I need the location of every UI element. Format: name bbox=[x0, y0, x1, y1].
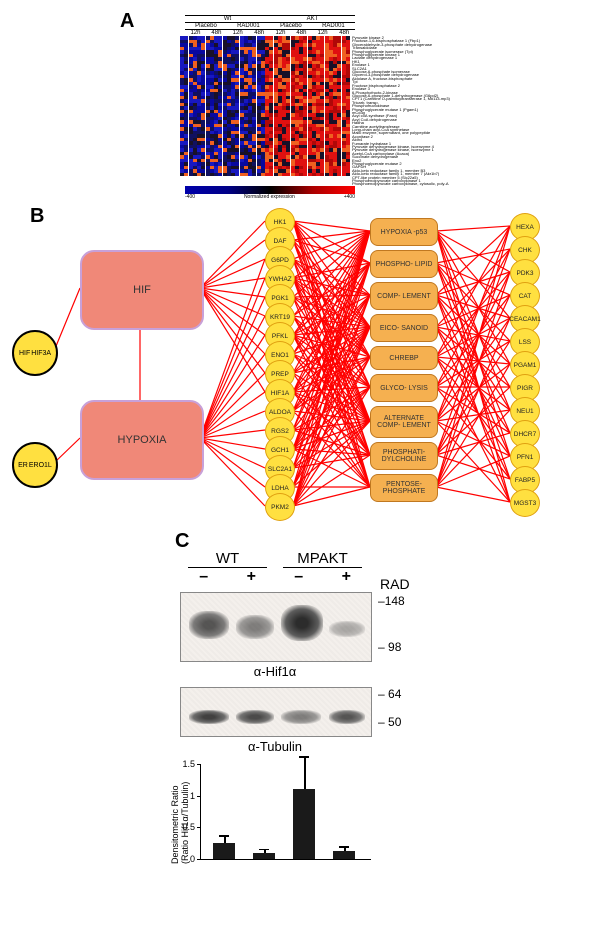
bar-3 bbox=[333, 851, 355, 859]
heatmap-right bbox=[265, 36, 350, 176]
process-pentose-phosphate: PENTOSE- PHOSPHATE bbox=[370, 474, 438, 502]
mw-50: – 50 bbox=[378, 715, 401, 729]
process-eico-sanoid: EICO- SANOID bbox=[370, 314, 438, 342]
node-ero1l: ERERO1L bbox=[12, 442, 58, 488]
process-glyco-lysis: GLYCO- LYSIS bbox=[370, 374, 438, 402]
panel-c: WT MPAKT –+–+ RAD –148 – 98 α-Hif1α – 64… bbox=[140, 550, 470, 920]
blot2-label: α-Tubulin bbox=[180, 739, 370, 754]
wb-group-mpakt: MPAKT bbox=[283, 550, 362, 568]
blot-tubulin bbox=[180, 687, 372, 737]
process-phospho-lipid: PHOSPHO- LIPID bbox=[370, 250, 438, 278]
mw-64: – 64 bbox=[378, 687, 401, 701]
process-phosphati-dylcholine: PHOSPHATI- DYLCHOLINE bbox=[370, 442, 438, 470]
heatmap-gene-list: Pyruvate kinase 2Fructose-1,6-bisphospha… bbox=[352, 36, 462, 186]
process-comp-lement: COMP- LEMENT bbox=[370, 282, 438, 310]
mw-98: – 98 bbox=[378, 640, 401, 654]
node-mgst3: MGST3 bbox=[510, 489, 540, 517]
hub-hif: HIF bbox=[80, 250, 204, 330]
panel-a-heatmap: Wt AKT PlaceboRAD001PlaceboRAD001 12h48h… bbox=[180, 15, 480, 195]
blot1-label: α-Hif1α bbox=[180, 664, 370, 679]
scale-min: -400 bbox=[185, 194, 195, 200]
heatmap-header: Wt AKT PlaceboRAD001PlaceboRAD001 12h48h… bbox=[180, 15, 480, 36]
hub-hyp: HYPOXIA bbox=[80, 400, 204, 480]
hm-group-wt: Wt bbox=[185, 16, 270, 23]
heatmap-scale-labels: -400 Normalized expression +400 bbox=[185, 194, 355, 200]
scale-max: +400 bbox=[344, 194, 355, 200]
heatmap-left bbox=[180, 36, 265, 176]
node-hif3a: HIFHIF3A bbox=[12, 330, 58, 376]
figure: A Wt AKT PlaceboRAD001PlaceboRAD001 12h4… bbox=[10, 10, 590, 930]
wb-groups: WT MPAKT bbox=[180, 550, 370, 568]
bar-0 bbox=[213, 843, 235, 859]
process-alternate-comp-lement: ALTERNATE COMP- LEMENT bbox=[370, 406, 438, 438]
bar-2 bbox=[293, 789, 315, 859]
rad-label: RAD bbox=[380, 576, 410, 592]
hm-group-akt: AKT bbox=[270, 16, 355, 23]
bar-ylabel: Densitometric Ratio (Ratio Hif1α/Tubulin… bbox=[170, 782, 190, 864]
process-chrebp: CHREBP bbox=[370, 346, 438, 370]
bar-chart: 00.511.5 bbox=[200, 764, 371, 860]
blot-hif1a bbox=[180, 592, 372, 662]
mw-148: –148 bbox=[378, 594, 405, 608]
process-hypoxia-p-: HYPOXIA -p53 bbox=[370, 218, 438, 246]
panel-a-label: A bbox=[120, 10, 134, 33]
panel-b-network: HIFHYPOXIAHIFHIF3AERERO1LHK1DAFG6PDYWHAZ… bbox=[10, 210, 590, 520]
bar-1 bbox=[253, 853, 275, 859]
scale-caption: Normalized expression bbox=[244, 194, 295, 200]
wb-group-wt: WT bbox=[188, 550, 267, 568]
heatmap-colorscale bbox=[185, 186, 355, 194]
wb-signs: –+–+ bbox=[180, 568, 370, 586]
node-pkm2: PKM2 bbox=[265, 493, 295, 521]
